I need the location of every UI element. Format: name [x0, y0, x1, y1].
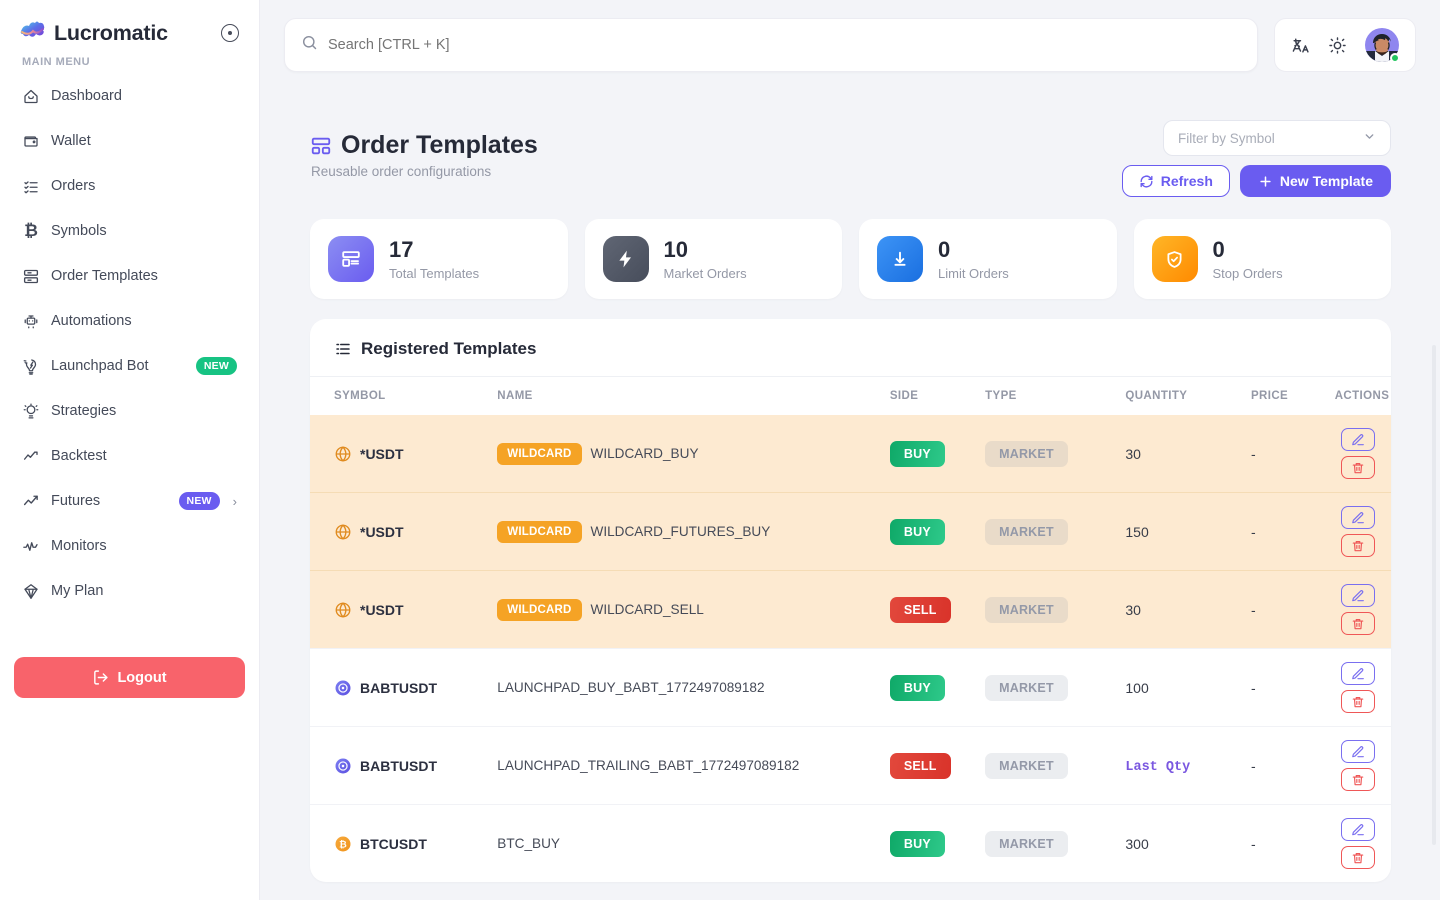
svg-text:₿: ₿	[339, 839, 347, 849]
